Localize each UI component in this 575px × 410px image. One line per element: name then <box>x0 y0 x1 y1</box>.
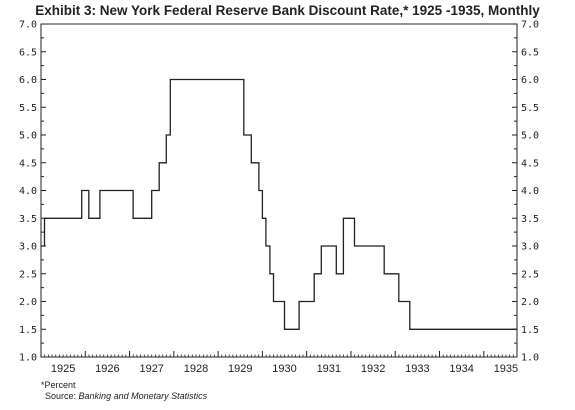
footnote: *Percent <box>41 380 76 390</box>
y-tick-label-right: 4.0 <box>521 186 539 197</box>
y-tick-label-left: 1.0 <box>19 353 37 364</box>
discount-rate-line <box>41 78 517 330</box>
y-tick-label-left: 2.5 <box>19 269 37 280</box>
y-axis-left: 1.0 1.5 2.0 2.5 3.0 3.5 4.0 4.5 5.0 5.5 6.0 6.5 7.0 <box>19 20 46 364</box>
y-tick-label-right: 6.5 <box>521 47 539 58</box>
y-tick-label-left: 4.5 <box>19 158 37 169</box>
x-tick-label: 1925 <box>51 363 75 375</box>
y-tick-label-right: 2.5 <box>521 269 539 280</box>
y-tick-label-left: 2.0 <box>19 297 37 308</box>
y-tick-label-right: 4.5 <box>521 158 539 169</box>
y-tick-label-right: 6.0 <box>521 75 539 86</box>
chart-title: Exhibit 3: New York Federal Reserve Bank… <box>35 3 540 18</box>
x-tick-label: 1932 <box>361 363 385 375</box>
y-tick-label-right: 1.0 <box>521 353 539 364</box>
y-tick-label-left: 5.0 <box>19 131 37 142</box>
x-tick-label: 1933 <box>405 363 429 375</box>
x-tick-label: 1935 <box>494 363 518 375</box>
x-tick-label: 1931 <box>317 363 341 375</box>
y-tick-label-left: 1.5 <box>19 325 37 336</box>
source-text: Banking and Monetary Statistics <box>78 391 208 401</box>
x-tick-label: 1929 <box>228 363 252 375</box>
y-tick-label-left: 5.5 <box>19 103 37 114</box>
source-note: Source: Banking and Monetary Statistics <box>45 391 207 401</box>
y-tick-label-right: 3.0 <box>521 242 539 253</box>
y-tick-label-right: 1.5 <box>521 325 539 336</box>
y-tick-label-left: 7.0 <box>19 20 37 31</box>
y-tick-label-right: 7.0 <box>521 20 539 31</box>
y-tick-label-left: 3.0 <box>19 242 37 253</box>
y-tick-label-right: 2.0 <box>521 297 539 308</box>
y-tick-label-left: 4.0 <box>19 186 37 197</box>
y-axis-right: 1.0 1.5 2.0 2.5 3.0 3.5 4.0 4.5 5.0 5.5 6.0 6.5 7.0 <box>512 20 539 364</box>
y-tick-label-left: 6.5 <box>19 47 37 58</box>
y-tick-label-left: 3.5 <box>19 214 37 225</box>
y-tick-label-right: 3.5 <box>521 214 539 225</box>
x-tick-label: 1927 <box>139 363 163 375</box>
source-label: Source: <box>45 391 77 401</box>
x-tick-label: 1934 <box>449 363 473 375</box>
x-tick-label: 1926 <box>95 363 119 375</box>
x-tick-label: 1930 <box>272 363 296 375</box>
x-axis: 1925 1926 1927 1928 1929 1930 1931 1932 1933 1934… <box>40 351 518 375</box>
y-tick-label-right: 5.0 <box>521 131 539 142</box>
x-tick-label: 1928 <box>184 363 208 375</box>
y-tick-label-left: 6.0 <box>19 75 37 86</box>
y-tick-label-right: 5.5 <box>521 103 539 114</box>
